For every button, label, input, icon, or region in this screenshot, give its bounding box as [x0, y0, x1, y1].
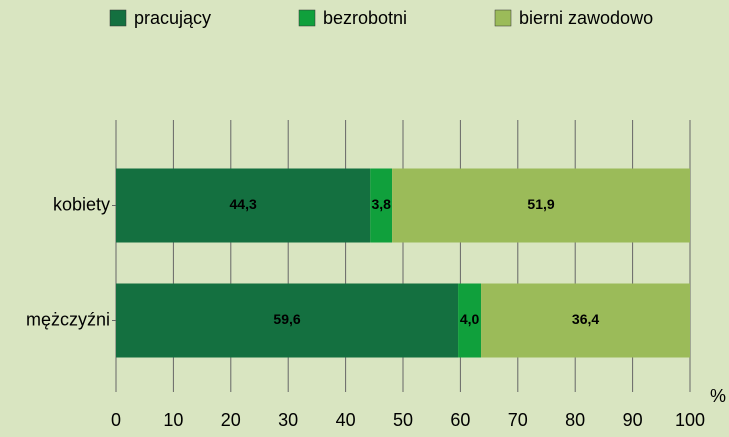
legend-label: bierni zawodowo: [519, 8, 653, 28]
value-label: 51,9: [527, 196, 554, 212]
x-tick-label: 30: [278, 410, 298, 430]
x-tick-label: 70: [508, 410, 528, 430]
legend-label: bezrobotni: [323, 8, 407, 28]
x-tick-label: 80: [565, 410, 585, 430]
x-tick-label: 60: [450, 410, 470, 430]
y-tick-label: kobiety: [53, 194, 110, 214]
bar-segment: [458, 283, 482, 358]
bar-segment: [116, 283, 459, 358]
x-tick-label: 20: [221, 410, 241, 430]
x-axis-label: %: [710, 386, 726, 406]
bar-segment: [392, 168, 690, 243]
value-label: 59,6: [273, 311, 300, 327]
y-tick-label: mężczyźni: [26, 309, 110, 329]
value-label: 36,4: [572, 311, 599, 327]
x-tick-label: 40: [336, 410, 356, 430]
x-tick-label: 100: [675, 410, 705, 430]
value-label: 4,0: [460, 311, 480, 327]
legend-label: pracujący: [134, 8, 211, 28]
value-label: 3,8: [371, 196, 391, 212]
bar-segment: [370, 168, 393, 243]
x-tick-label: 50: [393, 410, 413, 430]
bar-segment: [481, 283, 690, 358]
x-tick-label: 90: [623, 410, 643, 430]
legend-swatch: [109, 9, 127, 27]
legend-swatch: [298, 9, 316, 27]
value-label: 44,3: [230, 196, 257, 212]
x-tick-label: 10: [163, 410, 183, 430]
legend-swatch: [494, 9, 512, 27]
x-tick-label: 0: [111, 410, 121, 430]
bar-segment: [116, 168, 371, 243]
